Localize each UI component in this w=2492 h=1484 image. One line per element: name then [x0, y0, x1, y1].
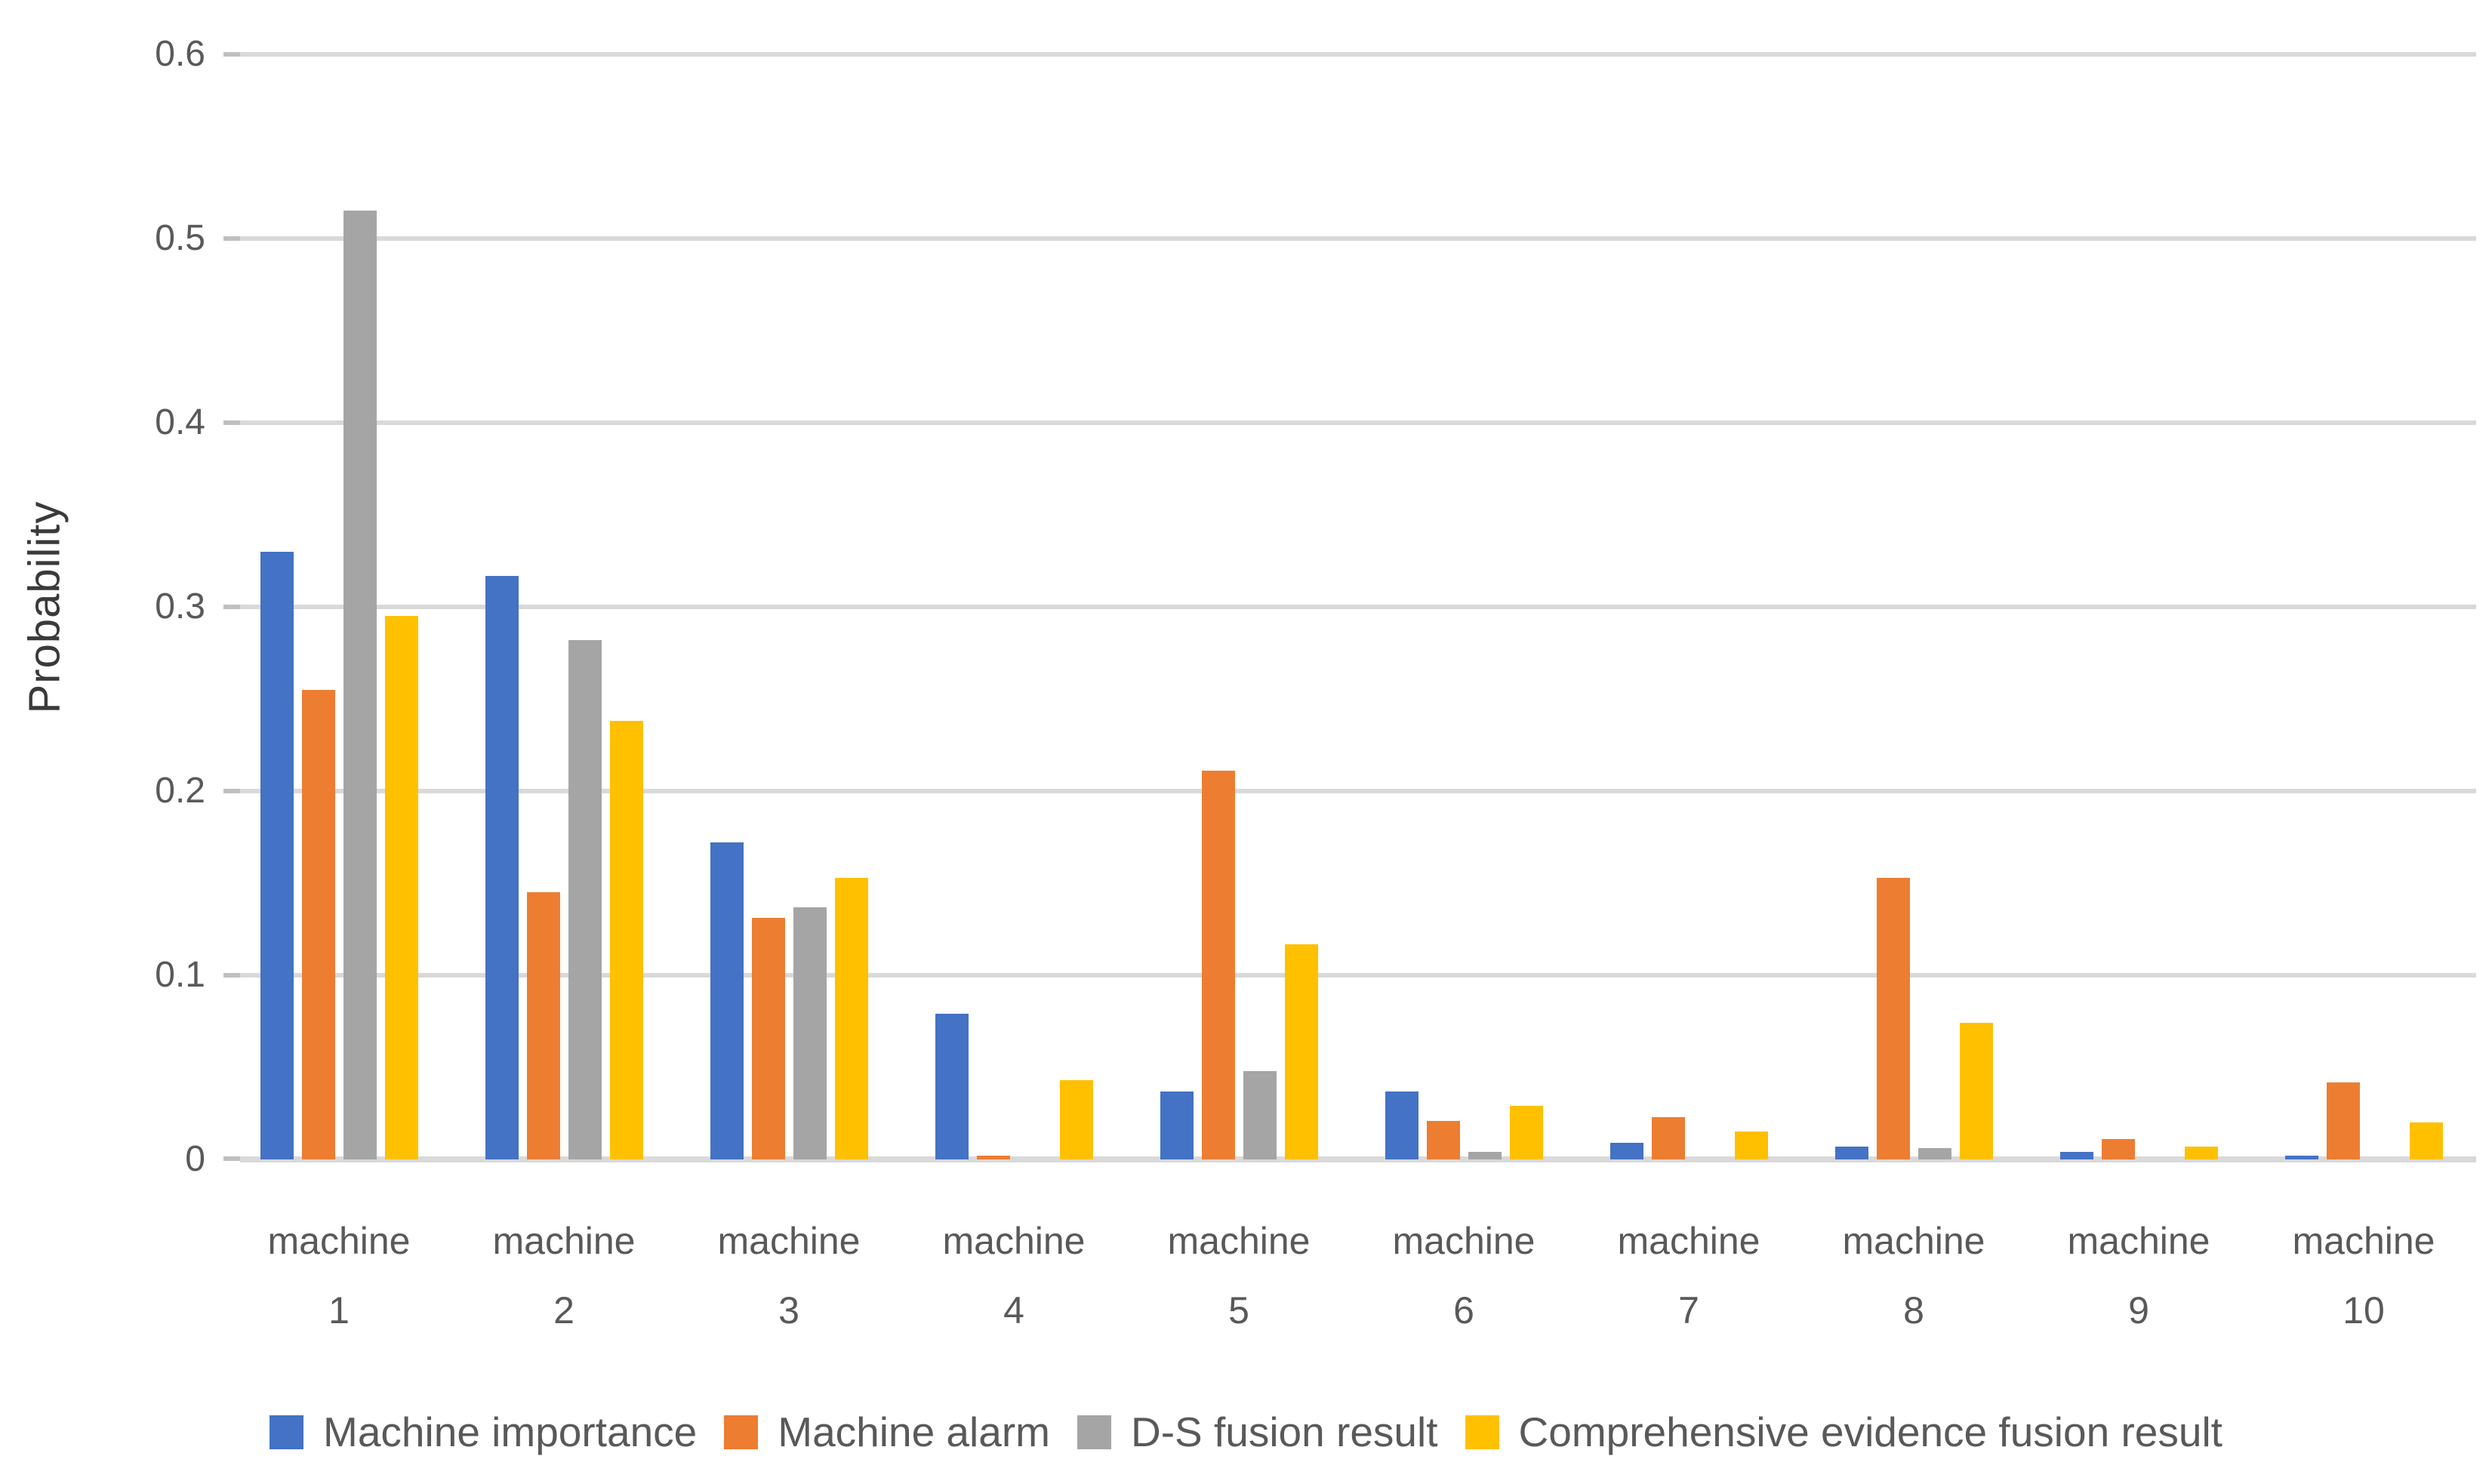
bar-machine-importance-machine-5: [1160, 1091, 1194, 1159]
bar-comprehensive-evidence-fusion-result-machine-7: [1735, 1131, 1768, 1159]
x-axis-category-label: machine 4: [942, 1220, 1086, 1332]
gridline: [240, 420, 2476, 425]
gridline: [240, 52, 2476, 57]
bar-machine-importance-machine-3: [710, 842, 744, 1159]
bar-machine-alarm-machine-4: [977, 1156, 1010, 1159]
gridline: [240, 236, 2476, 241]
legend-label: Machine importance: [323, 1409, 698, 1455]
y-axis-tick-label: 0: [185, 1139, 205, 1179]
gridline: [240, 789, 2476, 793]
y-axis-tickmark: [223, 605, 240, 609]
bar-comprehensive-evidence-fusion-result-machine-2: [610, 721, 643, 1159]
legend-swatch: [1077, 1415, 1111, 1449]
y-axis-tickmark: [223, 1156, 240, 1161]
y-axis-tick-label: 0.2: [155, 771, 205, 811]
y-axis-tick-label: 0.3: [155, 587, 205, 627]
bar-comprehensive-evidence-fusion-result-machine-4: [1060, 1080, 1093, 1159]
x-axis-category-label: machine 5: [1167, 1220, 1311, 1332]
bar-comprehensive-evidence-fusion-result-machine-1: [385, 616, 418, 1159]
legend-swatch: [724, 1415, 759, 1449]
legend-label: D-S fusion result: [1130, 1409, 1438, 1455]
x-axis-category-label: machine 3: [717, 1220, 861, 1332]
bar-comprehensive-evidence-fusion-result-machine-9: [2185, 1147, 2218, 1159]
bar-machine-importance-machine-2: [485, 576, 519, 1159]
legend-item-d-s-fusion-result: D-S fusion result: [1077, 1408, 1438, 1456]
x-axis-category-label: machine 10: [2292, 1220, 2435, 1332]
bar-comprehensive-evidence-fusion-result-machine-10: [2410, 1122, 2443, 1159]
bar-d-s-fusion-result-machine-3: [793, 907, 827, 1159]
x-axis-category-label: machine 9: [2067, 1220, 2210, 1332]
x-axis-category-label: machine 6: [1392, 1220, 1536, 1332]
y-axis-tickmark: [223, 789, 240, 793]
bar-d-s-fusion-result-machine-5: [1243, 1071, 1277, 1159]
legend-item-machine-importance: Machine importance: [270, 1408, 697, 1456]
x-axis-category-label: machine 7: [1617, 1220, 1760, 1332]
bar-machine-importance-machine-7: [1610, 1143, 1643, 1159]
y-axis-tick-label: 0.1: [155, 955, 205, 995]
y-axis-tickmark: [223, 52, 240, 57]
bar-machine-alarm-machine-7: [1652, 1117, 1685, 1159]
bar-machine-alarm-machine-1: [302, 690, 335, 1159]
bar-machine-importance-machine-9: [2060, 1152, 2093, 1159]
legend-label: Machine alarm: [778, 1409, 1050, 1455]
y-axis-tickmark: [223, 236, 240, 241]
bar-machine-importance-machine-6: [1385, 1091, 1418, 1159]
gridline: [240, 973, 2476, 978]
legend-item-comprehensive-evidence-fusion-result: Comprehensive evidence fusion result: [1465, 1408, 2222, 1456]
bar-machine-importance-machine-8: [1835, 1147, 1868, 1159]
bar-machine-alarm-machine-8: [1877, 878, 1910, 1159]
y-axis-tick-label: 0.5: [155, 218, 205, 258]
bar-machine-alarm-machine-3: [752, 918, 785, 1159]
legend-swatch: [270, 1415, 304, 1449]
bar-machine-alarm-machine-2: [527, 892, 560, 1159]
bar-comprehensive-evidence-fusion-result-machine-8: [1960, 1023, 1993, 1159]
y-axis-tick-label: 0.4: [155, 402, 205, 442]
y-axis-tickmark: [223, 973, 240, 978]
bar-comprehensive-evidence-fusion-result-machine-5: [1285, 944, 1318, 1159]
bar-d-s-fusion-result-machine-1: [343, 211, 377, 1159]
y-axis-tickmark: [223, 420, 240, 425]
legend: Machine importance Machine alarm D-S fusio…: [0, 1390, 2492, 1473]
bar-comprehensive-evidence-fusion-result-machine-6: [1510, 1106, 1543, 1159]
bar-machine-alarm-machine-10: [2327, 1082, 2360, 1159]
bar-machine-alarm-machine-5: [1202, 771, 1235, 1159]
x-axis-category-label: machine 1: [267, 1220, 411, 1332]
bar-d-s-fusion-result-machine-6: [1468, 1152, 1502, 1159]
bar-machine-importance-machine-4: [935, 1014, 969, 1159]
x-axis-category-label: machine 2: [492, 1220, 636, 1332]
bar-d-s-fusion-result-machine-8: [1918, 1148, 1951, 1159]
x-axis-line: [240, 1156, 2476, 1162]
bar-d-s-fusion-result-machine-2: [568, 640, 602, 1159]
x-axis-category-label: machine 8: [1842, 1220, 1985, 1332]
bar-machine-alarm-machine-6: [1427, 1121, 1460, 1159]
legend-label: Comprehensive evidence fusion result: [1518, 1409, 2222, 1455]
legend-item-machine-alarm: Machine alarm: [724, 1408, 1050, 1456]
bar-machine-importance-machine-10: [2285, 1156, 2318, 1159]
bar-machine-alarm-machine-9: [2102, 1139, 2135, 1159]
bar-machine-importance-machine-1: [260, 552, 294, 1159]
legend-swatch: [1465, 1415, 1499, 1449]
y-axis-tick-label: 0.6: [155, 34, 205, 74]
bar-comprehensive-evidence-fusion-result-machine-3: [835, 878, 868, 1159]
gridline: [240, 605, 2476, 609]
